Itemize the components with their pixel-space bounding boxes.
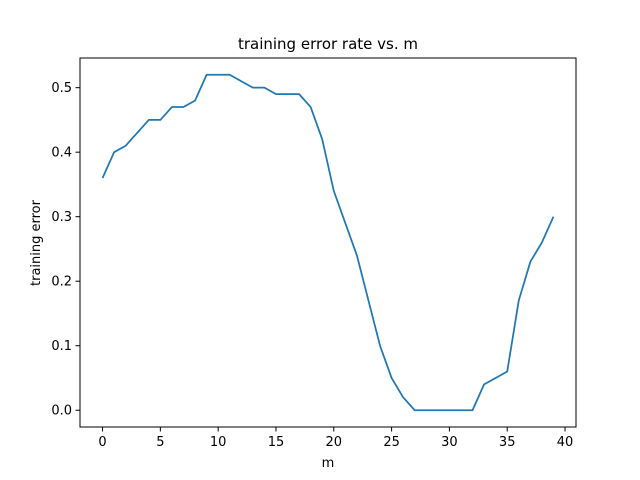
x-tick-label: 40 [557,435,574,450]
chart-title: training error rate vs. m [238,35,418,53]
x-tick-label: 35 [499,435,516,450]
y-tick-label: 0.5 [51,81,72,96]
plot-frame [79,57,577,428]
x-tick-label: 10 [210,435,227,450]
plot-area: 0 5 10 15 20 25 30 35 40 0.0 0.1 0.2 0.3 0.4 0.5 [51,57,577,450]
y-tick-label: 0.3 [51,210,72,225]
x-tick-label: 5 [156,435,164,450]
x-tick-label: 15 [268,435,285,450]
x-tick-label: 25 [383,435,400,450]
x-tick-label: 20 [326,435,343,450]
y-tick-label: 0.0 [51,404,72,419]
x-axis-label: m [322,456,335,471]
y-axis-label: training error [29,199,44,286]
y-tick-label: 0.4 [51,146,72,161]
x-tick-label: 30 [441,435,458,450]
y-tick-label: 0.2 [51,275,72,290]
series-line-0 [101,73,555,412]
y-tick-label: 0.1 [51,339,72,354]
x-tick-label: 0 [98,435,106,450]
